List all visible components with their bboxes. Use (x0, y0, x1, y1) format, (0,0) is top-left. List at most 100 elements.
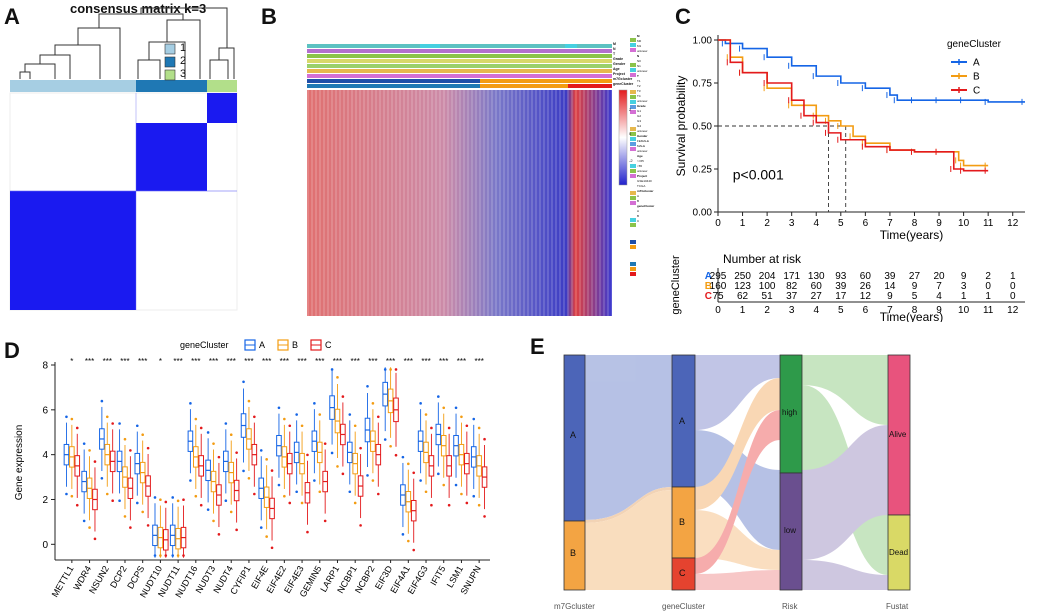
legend-label-c: C (325, 340, 332, 350)
y-tick-label: 0.25 (693, 165, 713, 176)
x-tick-label: 12 (1007, 218, 1019, 229)
outlier (247, 399, 251, 403)
outlier (472, 417, 476, 421)
outlier (153, 554, 157, 557)
sankey-diagram (563, 354, 911, 591)
risk-cell: 5 (912, 291, 918, 302)
significance-label: *** (262, 357, 271, 366)
risk-x-tick-label: 11 (983, 305, 994, 316)
x-tick-label: 10 (958, 218, 970, 229)
outlier (277, 406, 281, 410)
outlier (330, 451, 334, 455)
x-tick-label: 0 (715, 218, 721, 229)
cluster-bar-1 (10, 80, 136, 92)
outlier (164, 554, 168, 557)
panel-a-label: A (4, 4, 20, 29)
legend-item: B (637, 214, 640, 218)
outlier (123, 437, 127, 441)
outlier (105, 415, 109, 419)
dendrogram (19, 7, 235, 79)
outlier (437, 395, 440, 398)
significance-label: *** (85, 357, 94, 366)
annotation-tracks (307, 44, 612, 88)
outlier (407, 539, 410, 543)
outlier (182, 498, 185, 502)
outlier (348, 490, 352, 494)
risk-cell: 60 (860, 271, 872, 282)
y-tick-label: 8 (42, 361, 48, 372)
significance-label: *** (474, 357, 483, 366)
outlier (394, 453, 398, 457)
outlier (412, 471, 416, 475)
legend-item: T3 (637, 89, 641, 93)
track-label-m7gcluster: m7Gcluster (613, 77, 633, 81)
outlier (407, 462, 410, 466)
outlier (259, 526, 263, 529)
risk-cell: 93 (835, 271, 847, 282)
outlier (306, 453, 309, 457)
legend-title: geneCluster (947, 39, 1002, 50)
p-value: p<0.001 (733, 166, 784, 182)
outlier (189, 402, 192, 405)
risk-cell: 0 (985, 281, 991, 292)
outlier (235, 451, 238, 454)
outlier (288, 424, 292, 428)
legend-group-title: N (637, 54, 640, 58)
outlier (111, 422, 114, 425)
outlier (477, 426, 481, 430)
outlier (141, 510, 144, 514)
legend-item: unknow (637, 129, 648, 133)
outlier (323, 519, 327, 523)
outlier (300, 501, 304, 505)
outlier (194, 494, 198, 498)
risk-cell: 12 (860, 291, 872, 302)
outlier (118, 499, 121, 503)
outlier (93, 537, 97, 541)
node-m7g-b (563, 520, 586, 591)
legend-item: A (637, 194, 640, 198)
outlier (135, 424, 139, 428)
node-label-gc-b: B (679, 517, 686, 527)
legend-item: C (637, 219, 640, 223)
outlier (366, 384, 369, 388)
risk-cell: 2 (985, 271, 991, 282)
risk-x-title: Time(years) (880, 310, 944, 322)
risk-cell: 4 (936, 291, 942, 302)
outlier (100, 477, 104, 480)
legend-item: N1 (637, 64, 641, 68)
sankey-flows (585, 355, 888, 590)
risk-x-tick-label: 8 (912, 305, 918, 316)
y-tick-label: 0.00 (693, 208, 713, 219)
outlier (75, 503, 79, 507)
risk-cell: 27 (811, 291, 823, 302)
outlier (336, 376, 339, 379)
matrix-block-3 (207, 93, 237, 123)
legend-group-title: m7Gcluster (637, 189, 654, 193)
outlier (389, 368, 392, 371)
legend-group-title: Grade (637, 104, 646, 108)
node-label-gc-c: C (679, 568, 686, 578)
legend-group-title: geneCluster (637, 204, 655, 208)
outlier (217, 533, 221, 536)
outlier (105, 492, 109, 496)
node-label-high: high (782, 408, 798, 417)
legend-item: FEMALE (637, 139, 650, 143)
significance-label: *** (173, 357, 182, 366)
legend-label-a: A (259, 340, 265, 350)
risk-cell: 39 (884, 271, 896, 282)
outlier (70, 417, 74, 421)
cluster-bar-2 (136, 80, 207, 92)
km-curve-a (718, 39, 1025, 103)
outlier (146, 524, 150, 527)
consensus-figure (9, 7, 238, 311)
boxplot-chart: 0 2 4 6 8 Gene expression geneCluster A B C * METTL… (14, 339, 490, 599)
legend-item: unknow (637, 169, 648, 173)
outlier (224, 422, 228, 425)
risk-y-title: geneCluster (670, 255, 682, 315)
legend-label-1: 1 (180, 42, 187, 54)
significance-label: * (159, 357, 162, 366)
panel-e-label: E (530, 334, 545, 359)
node-gc-c (671, 557, 696, 591)
legend-item: T4 (637, 94, 641, 98)
category-label: METTL1 (50, 564, 76, 599)
